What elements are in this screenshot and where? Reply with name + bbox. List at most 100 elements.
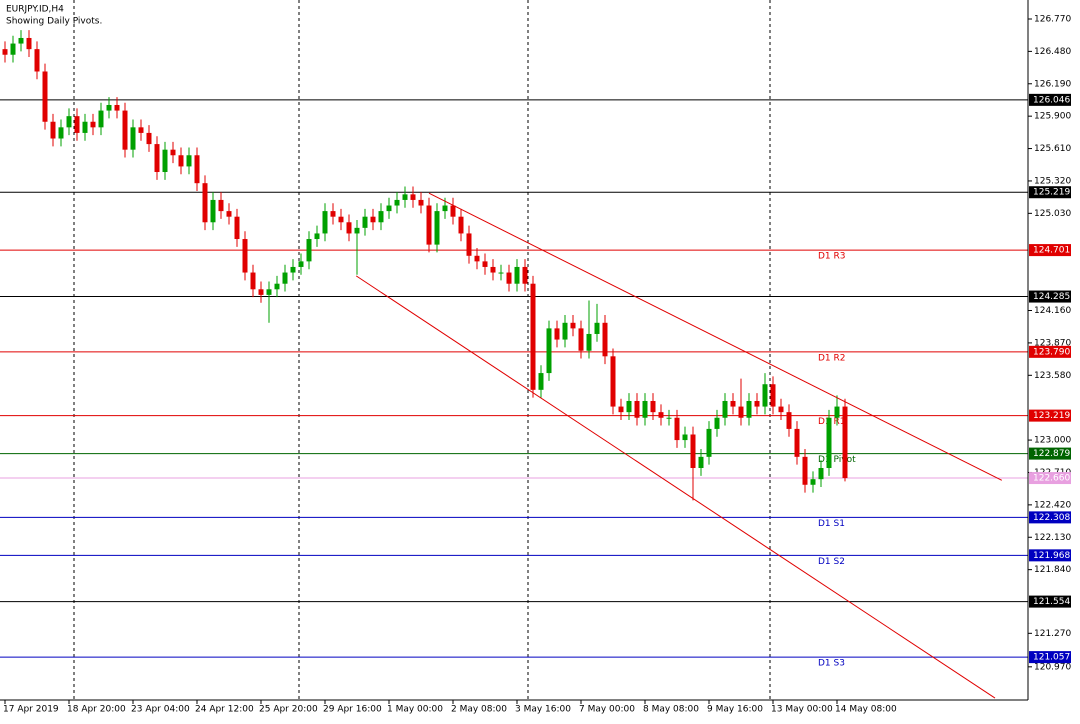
candle-body xyxy=(466,233,472,256)
candle-body xyxy=(682,434,688,441)
chart-title: EURJPY.ID,H4 xyxy=(6,5,64,15)
candle-body xyxy=(610,356,616,407)
candle-body xyxy=(634,400,640,418)
candle-body xyxy=(154,144,160,173)
candle-body xyxy=(426,205,432,245)
y-tick-label: 122.420 xyxy=(1034,500,1071,510)
level-price-label: 124.285 xyxy=(1033,292,1070,302)
level-price-box xyxy=(1029,447,1071,460)
y-tick-label: 121.270 xyxy=(1034,629,1071,639)
candle-body xyxy=(434,211,440,245)
candle-body xyxy=(226,211,232,217)
candle-body xyxy=(90,121,96,128)
candle-body xyxy=(266,289,272,295)
candle-body xyxy=(98,110,104,128)
candle-body xyxy=(82,121,88,133)
x-tick-label: 25 Apr 20:00 xyxy=(259,705,318,715)
candle-body xyxy=(474,255,480,262)
level-price-box xyxy=(1029,409,1071,422)
candle-body xyxy=(242,239,248,273)
candle-body xyxy=(626,400,632,413)
level-price-label: 122.660 xyxy=(1033,474,1070,484)
candle-body xyxy=(258,289,264,295)
y-tick-label: 124.160 xyxy=(1034,306,1071,316)
candle-body xyxy=(794,428,800,457)
y-tick-label: 120.970 xyxy=(1034,662,1071,672)
candle-body xyxy=(498,272,504,274)
candle-body xyxy=(778,406,784,413)
level-price-box xyxy=(1029,186,1071,199)
level-name: D1 R2 xyxy=(818,353,846,363)
level-price-box xyxy=(1029,549,1071,562)
candle-body xyxy=(538,373,544,390)
candle-body xyxy=(146,132,152,145)
level-name: D1 Pivot xyxy=(818,455,856,465)
candle-body xyxy=(810,479,816,485)
candle-body xyxy=(602,322,608,357)
level-price-label: 126.046 xyxy=(1033,95,1070,105)
candle-body xyxy=(322,211,328,234)
trendline xyxy=(428,192,1003,481)
candle-body xyxy=(330,211,336,217)
level-price-box xyxy=(1029,651,1071,664)
candle-body xyxy=(370,216,376,223)
candle-body xyxy=(458,216,464,234)
candle-body xyxy=(802,456,808,485)
level-price-label: 121.554 xyxy=(1033,597,1070,607)
candle-body xyxy=(234,216,240,240)
y-tick-label: 121.840 xyxy=(1034,565,1071,575)
x-tick-label: 13 May 00:00 xyxy=(771,705,833,715)
x-tick-label: 24 Apr 12:00 xyxy=(195,705,254,715)
level-price-box xyxy=(1029,595,1071,608)
y-tick-label: 126.770 xyxy=(1034,14,1071,24)
candle-body xyxy=(26,37,32,50)
axis-labels: 126.770 126.480 126.190 125.900 125.610 125.3… xyxy=(3,14,1071,714)
candles xyxy=(2,30,848,501)
candle-body xyxy=(482,261,488,267)
candle-body xyxy=(178,155,184,167)
candle-body xyxy=(290,266,296,273)
candle-body xyxy=(402,194,408,200)
candle-body xyxy=(826,417,832,469)
candle-body xyxy=(394,199,400,206)
level-price-box xyxy=(1029,345,1071,358)
candle-body xyxy=(410,194,416,200)
level-price-box xyxy=(1029,244,1071,257)
y-tick-label: 125.610 xyxy=(1034,144,1071,154)
level-price-label: 124.701 xyxy=(1033,246,1070,256)
candle-body xyxy=(698,456,704,469)
candle-body xyxy=(346,222,352,234)
level-price-label: 122.879 xyxy=(1033,449,1070,459)
candle-body xyxy=(706,428,712,457)
x-tick-label: 18 Apr 20:00 xyxy=(67,705,126,715)
candle-body xyxy=(522,266,528,284)
level-name: D1 S3 xyxy=(818,659,845,669)
chart-subtitle: Showing Daily Pivots. xyxy=(6,17,102,27)
candle-body xyxy=(130,127,136,150)
candle-body xyxy=(554,328,560,340)
candle-body xyxy=(74,116,80,133)
candle-body xyxy=(2,49,8,55)
candle-body xyxy=(658,412,664,418)
candle-body xyxy=(186,155,192,167)
candle-body xyxy=(578,328,584,351)
candle-body xyxy=(546,328,552,374)
candle-body xyxy=(666,417,672,419)
candle-body xyxy=(786,412,792,429)
y-tick-label: 126.480 xyxy=(1034,47,1071,57)
level-name: D1 R3 xyxy=(818,252,846,262)
x-tick-label: 3 May 16:00 xyxy=(515,705,571,715)
x-tick-label: 8 May 08:00 xyxy=(643,705,699,715)
candle-body xyxy=(722,400,728,418)
candle-body xyxy=(10,43,16,55)
candle-body xyxy=(282,272,288,284)
candle-body xyxy=(138,127,144,133)
candle-body xyxy=(674,417,680,441)
candle-body xyxy=(506,272,512,284)
candle-body xyxy=(650,400,656,413)
level-price-box xyxy=(1029,472,1071,485)
candle-body xyxy=(818,468,824,480)
candle-body xyxy=(34,49,40,72)
level-price-label: 123.790 xyxy=(1033,347,1070,357)
